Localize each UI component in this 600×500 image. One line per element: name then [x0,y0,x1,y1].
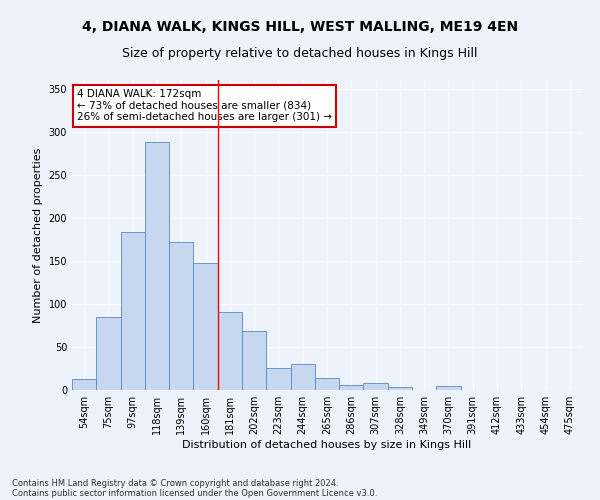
Bar [266,368,290,390]
Text: 4, DIANA WALK, KINGS HILL, WEST MALLING, ME19 4EN: 4, DIANA WALK, KINGS HILL, WEST MALLING,… [82,20,518,34]
Text: 4 DIANA WALK: 172sqm
← 73% of detached houses are smaller (834)
26% of semi-deta: 4 DIANA WALK: 172sqm ← 73% of detached h… [77,90,332,122]
Bar [315,378,339,390]
Bar [145,142,169,390]
Bar [72,379,96,390]
Text: Contains HM Land Registry data © Crown copyright and database right 2024.: Contains HM Land Registry data © Crown c… [12,478,338,488]
Text: Contains public sector information licensed under the Open Government Licence v3: Contains public sector information licen… [12,488,377,498]
Bar [436,386,461,390]
Bar [96,317,121,390]
Bar [339,385,364,390]
Bar [169,242,193,390]
Bar [388,386,412,390]
Bar [242,332,266,390]
Y-axis label: Number of detached properties: Number of detached properties [33,148,43,322]
Bar [121,232,145,390]
Bar [290,364,315,390]
Bar [364,383,388,390]
Text: Size of property relative to detached houses in Kings Hill: Size of property relative to detached ho… [122,48,478,60]
X-axis label: Distribution of detached houses by size in Kings Hill: Distribution of detached houses by size … [182,440,472,450]
Bar [193,264,218,390]
Bar [218,312,242,390]
